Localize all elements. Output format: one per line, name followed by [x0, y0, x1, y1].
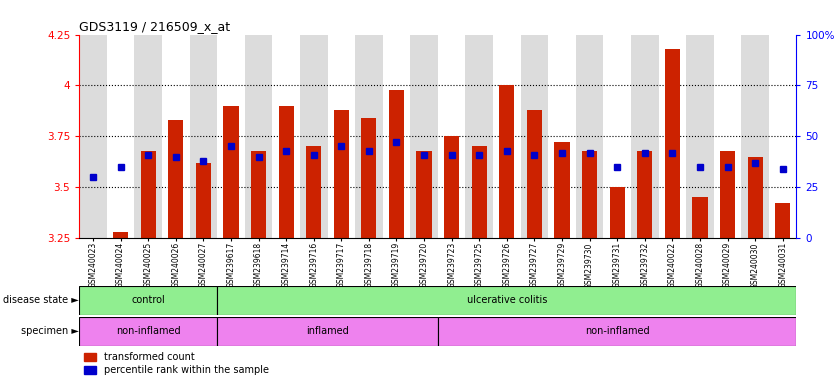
Bar — [747, 157, 762, 238]
Text: specimen ►: specimen ► — [21, 326, 78, 336]
Bar — [438, 317, 796, 346]
Bar — [637, 151, 652, 238]
Bar — [189, 35, 217, 238]
Bar — [334, 110, 349, 238]
Bar — [692, 197, 707, 238]
Bar — [79, 286, 217, 315]
Bar — [79, 35, 107, 238]
Bar — [500, 86, 515, 238]
Bar — [416, 151, 432, 238]
Bar — [603, 35, 631, 238]
Bar — [107, 35, 134, 238]
Bar — [631, 35, 659, 238]
Bar — [113, 232, 128, 238]
Bar — [328, 35, 355, 238]
Bar — [134, 35, 162, 238]
Bar — [775, 204, 791, 238]
Bar — [714, 35, 741, 238]
Bar — [217, 317, 438, 346]
Bar — [686, 35, 714, 238]
Bar — [769, 35, 796, 238]
Text: control: control — [131, 295, 165, 306]
Bar — [389, 89, 404, 238]
Bar — [527, 110, 542, 238]
Bar — [244, 35, 273, 238]
Bar — [361, 118, 376, 238]
Bar — [410, 35, 438, 238]
Bar — [162, 35, 189, 238]
Bar — [251, 151, 266, 238]
Bar — [444, 136, 460, 238]
Bar — [217, 35, 244, 238]
Bar — [575, 35, 603, 238]
Bar — [224, 106, 239, 238]
Bar — [196, 163, 211, 238]
Text: GDS3119 / 216509_x_at: GDS3119 / 216509_x_at — [79, 20, 230, 33]
Bar — [273, 35, 300, 238]
Bar — [141, 151, 156, 238]
Bar — [741, 35, 769, 238]
Text: ulcerative colitis: ulcerative colitis — [467, 295, 547, 306]
Text: inflamed: inflamed — [306, 326, 349, 336]
Bar — [465, 35, 493, 238]
Bar — [300, 35, 328, 238]
Bar — [438, 35, 465, 238]
Bar — [610, 187, 625, 238]
Bar — [79, 317, 217, 346]
Bar — [520, 35, 548, 238]
Bar — [665, 49, 680, 238]
Text: non-inflamed: non-inflamed — [585, 326, 650, 336]
Bar — [659, 35, 686, 238]
Legend: transformed count, percentile rank within the sample: transformed count, percentile rank withi… — [84, 353, 269, 375]
Bar — [493, 35, 520, 238]
Bar — [548, 35, 575, 238]
Bar — [306, 147, 321, 238]
Bar — [279, 106, 294, 238]
Bar — [355, 35, 383, 238]
Bar — [472, 147, 487, 238]
Text: non-inflamed: non-inflamed — [116, 326, 180, 336]
Bar — [217, 286, 796, 315]
Bar — [168, 120, 183, 238]
Bar — [720, 151, 735, 238]
Bar — [383, 35, 410, 238]
Bar — [555, 142, 570, 238]
Bar — [582, 151, 597, 238]
Text: disease state ►: disease state ► — [3, 295, 78, 306]
